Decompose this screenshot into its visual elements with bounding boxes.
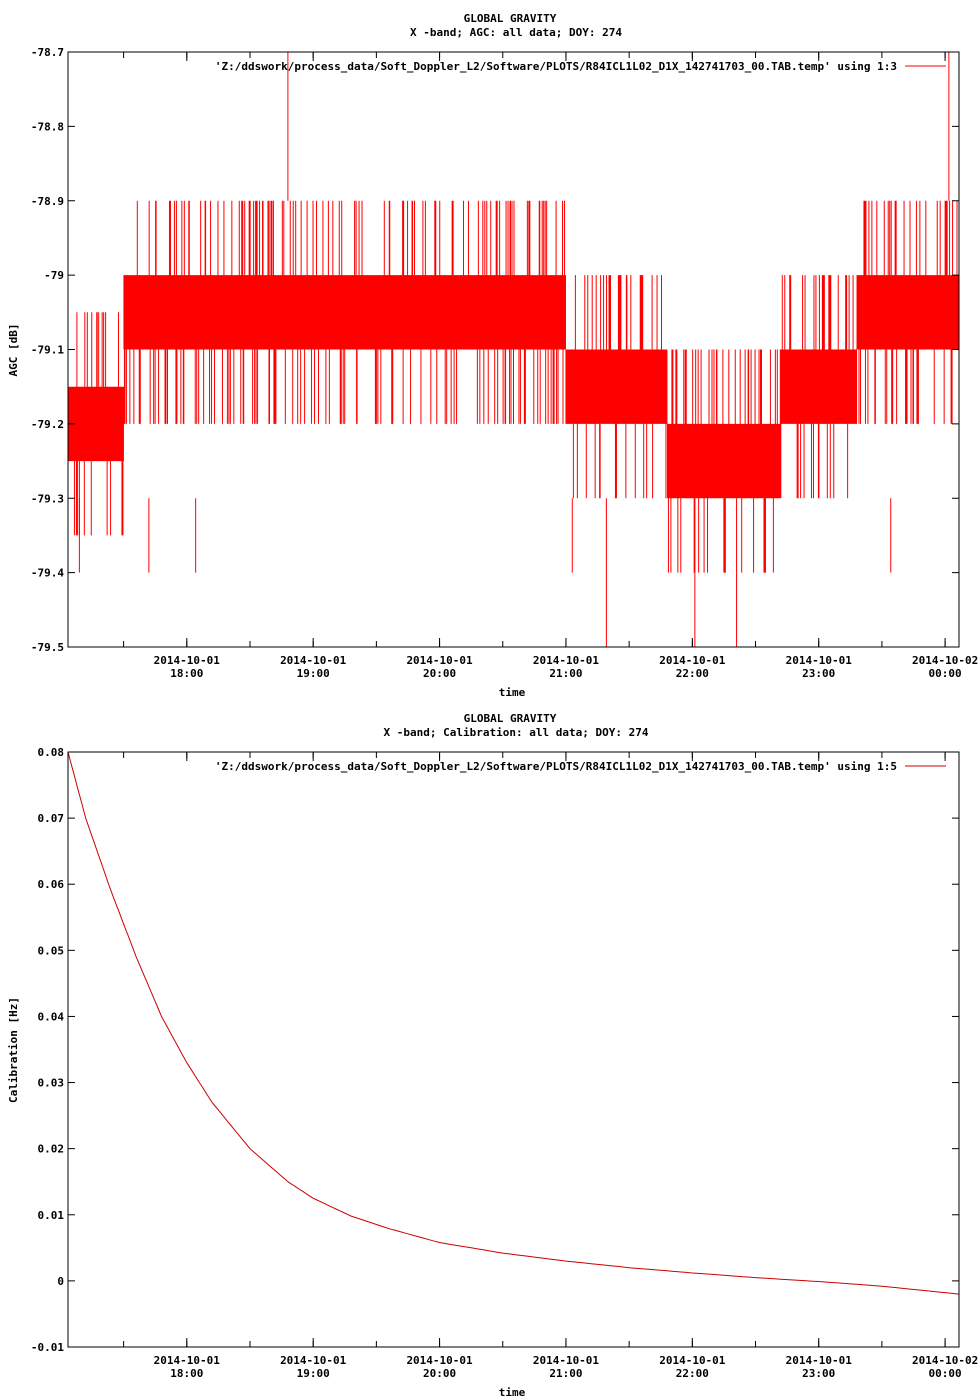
agc-x-tick-time: 00:00: [929, 667, 962, 680]
calibration-x-tick-time: 22:00: [676, 1367, 709, 1380]
agc-y-tick-label: -79.5: [31, 641, 64, 654]
calibration-y-tick-label: 0.01: [38, 1209, 65, 1222]
agc-chart-panel: GLOBAL GRAVITY X -band; AGC: all data; D…: [7, 12, 978, 699]
agc-x-tick-time: 21:00: [549, 667, 582, 680]
calibration-x-axis: 2014-10-0118:002014-10-0119:002014-10-01…: [123, 752, 978, 1380]
calibration-x-tick-time: 19:00: [297, 1367, 330, 1380]
calibration-y-tick-label: 0: [57, 1275, 64, 1288]
calibration-x-tick-date: 2014-10-02: [912, 1354, 978, 1367]
calibration-chart-title: GLOBAL GRAVITY: [464, 712, 557, 725]
agc-y-tick-label: -79.4: [31, 567, 64, 580]
calibration-x-tick-date: 2014-10-01: [154, 1354, 221, 1367]
agc-x-tick-time: 19:00: [297, 667, 330, 680]
calibration-y-tick-label: 0.03: [38, 1077, 65, 1090]
calibration-x-axis-label: time: [499, 1386, 526, 1399]
calibration-plot-area: [67, 751, 960, 1295]
agc-x-tick-time: 18:00: [170, 667, 203, 680]
agc-y-tick-label: -78.9: [31, 195, 64, 208]
calibration-series-line: [67, 751, 960, 1295]
calibration-x-tick-time: 23:00: [802, 1367, 835, 1380]
agc-x-tick-date: 2014-10-01: [406, 654, 473, 667]
calibration-x-tick-time: 00:00: [929, 1367, 962, 1380]
calibration-x-tick-date: 2014-10-01: [533, 1354, 600, 1367]
agc-x-tick-date: 2014-10-01: [280, 654, 347, 667]
agc-x-tick-time: 20:00: [423, 667, 456, 680]
calibration-y-axis: 0.08 0.07 0.06 0.05 0.04 0.03 0.02 0.01 0 -0.01: [31, 746, 959, 1354]
calibration-x-tick-time: 20:00: [423, 1367, 456, 1380]
agc-x-tick-time: 22:00: [676, 667, 709, 680]
agc-x-tick-date: 2014-10-01: [786, 654, 853, 667]
calibration-y-tick-label: 0.05: [38, 944, 65, 957]
calibration-y-tick-label: 0.04: [38, 1010, 65, 1023]
calibration-x-tick-time: 21:00: [549, 1367, 582, 1380]
calibration-x-tick-date: 2014-10-01: [786, 1354, 853, 1367]
calibration-x-tick-time: 18:00: [170, 1367, 203, 1380]
calibration-legend-label: 'Z:/ddswork/process_data/Soft_Doppler_L2…: [215, 760, 897, 773]
calibration-x-tick-date: 2014-10-01: [280, 1354, 347, 1367]
calibration-chart-panel: GLOBAL GRAVITY X -band; Calibration: all…: [7, 712, 978, 1399]
agc-y-tick-label: -79.3: [31, 492, 64, 505]
agc-y-axis: -78.7 -78.8 -78.9 -79 -79.1 -79.2 -79.3 -79.4 -7…: [31, 46, 959, 654]
calibration-y-tick-label: -0.01: [31, 1341, 64, 1354]
agc-y-tick-label: -79.2: [31, 418, 64, 431]
agc-series-line: [67, 200, 960, 573]
agc-chart-title: GLOBAL GRAVITY: [464, 12, 557, 25]
agc-y-tick-label: -79.1: [31, 344, 64, 357]
agc-x-tick-date: 2014-10-01: [533, 654, 600, 667]
agc-x-tick-time: 23:00: [802, 667, 835, 680]
agc-y-tick-label: -78.7: [31, 46, 64, 59]
agc-plot-area: [67, 52, 960, 647]
calibration-plot-frame: [67, 751, 960, 1348]
calibration-y-tick-label: 0.06: [38, 878, 65, 891]
calibration-y-axis-label: Calibration [Hz]: [7, 997, 20, 1103]
calibration-chart-subtitle: X -band; Calibration: all data; DOY: 274: [384, 726, 649, 739]
calibration-x-tick-date: 2014-10-01: [406, 1354, 473, 1367]
agc-y-tick-label: -78.8: [31, 120, 64, 133]
calibration-y-tick-label: 0.07: [38, 812, 65, 825]
calibration-y-tick-label: 0.08: [38, 746, 65, 759]
calibration-x-tick-date: 2014-10-01: [659, 1354, 726, 1367]
agc-y-tick-label: -79: [44, 269, 64, 282]
agc-x-tick-date: 2014-10-01: [659, 654, 726, 667]
agc-y-axis-label: AGC [dB]: [7, 324, 20, 377]
agc-x-tick-date: 2014-10-01: [154, 654, 221, 667]
agc-x-axis: 2014-10-0118:002014-10-0119:002014-10-01…: [123, 52, 978, 680]
agc-x-tick-date: 2014-10-02: [912, 654, 978, 667]
agc-legend-label: 'Z:/ddswork/process_data/Soft_Doppler_L2…: [215, 60, 897, 73]
agc-chart-subtitle: X -band; AGC: all data; DOY: 274: [410, 26, 622, 39]
agc-x-axis-label: time: [499, 686, 526, 699]
calibration-y-tick-label: 0.02: [38, 1143, 65, 1156]
